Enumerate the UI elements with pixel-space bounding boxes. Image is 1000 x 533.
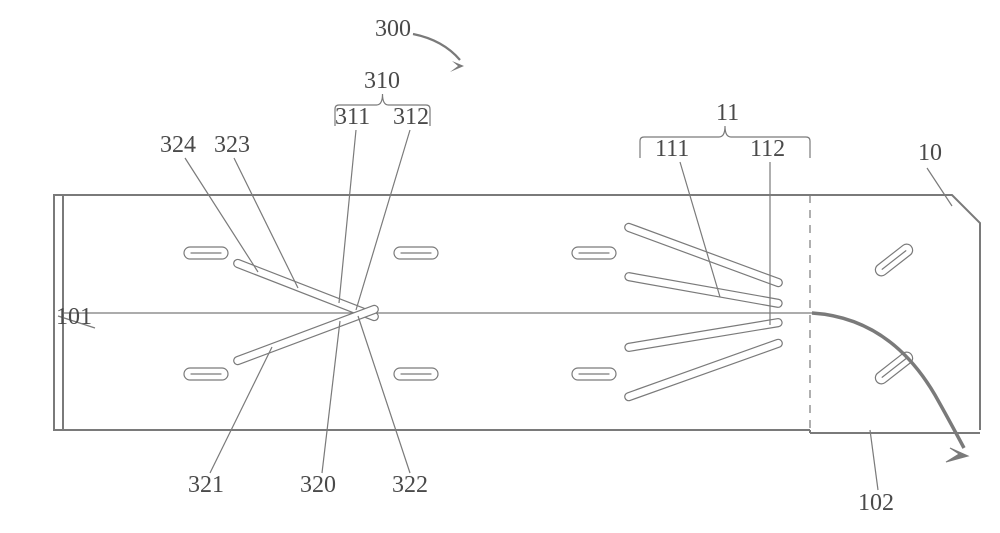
- label-102: 102: [858, 490, 894, 517]
- label-11: 11: [716, 100, 739, 127]
- stud-slot: [184, 368, 228, 380]
- label-310: 310: [364, 68, 400, 95]
- stud-slot: [873, 350, 915, 387]
- leader-322: [358, 316, 410, 473]
- stud-slot: [394, 247, 438, 259]
- label-10: 10: [918, 140, 942, 167]
- label-324: 324: [160, 132, 196, 159]
- label-311: 311: [335, 104, 370, 131]
- leader-311: [339, 130, 356, 303]
- label-300: 300: [375, 16, 411, 43]
- stud-slot: [394, 368, 438, 380]
- leader-10: [927, 168, 952, 206]
- leader-312: [356, 130, 410, 310]
- stud-slot: [184, 247, 228, 259]
- technical-figure: [0, 0, 1000, 533]
- leader-320: [322, 321, 340, 473]
- stud-slot: [572, 247, 616, 259]
- label-321: 321: [188, 472, 224, 499]
- flow-arrowhead: [946, 448, 968, 462]
- label-320: 320: [300, 472, 336, 499]
- label-322: 322: [392, 472, 428, 499]
- label-323: 323: [214, 132, 250, 159]
- leader-111: [680, 162, 720, 297]
- label-312: 312: [393, 104, 429, 131]
- label-101: 101: [56, 304, 92, 331]
- leader-102: [870, 430, 878, 490]
- label-112: 112: [750, 136, 785, 163]
- stud-slot: [873, 242, 915, 279]
- ref-arrow-300: [413, 34, 460, 60]
- stud-slot: [572, 368, 616, 380]
- ref-arrowhead-300: [450, 61, 464, 72]
- leader-321: [210, 347, 272, 473]
- label-111: 111: [655, 136, 689, 163]
